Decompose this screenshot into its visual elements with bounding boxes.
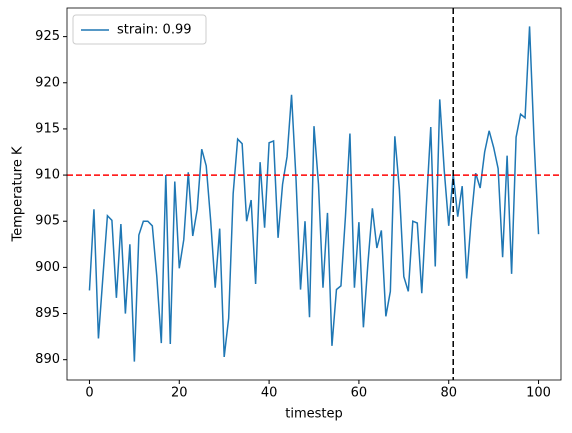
- x-tick-label: 60: [351, 386, 368, 401]
- legend-box: [72, 14, 207, 45]
- y-tick-label: 910: [35, 168, 60, 183]
- y-tick-label: 895: [35, 306, 60, 321]
- x-tick-label: 0: [85, 386, 93, 401]
- x-tick-label: 80: [440, 386, 457, 401]
- legend-label: strain: 0.99: [117, 23, 192, 38]
- x-tick-label: 40: [261, 386, 278, 401]
- y-tick-label: 900: [35, 260, 60, 275]
- plot-frame: [66, 7, 562, 381]
- y-tick-label: 905: [35, 214, 60, 229]
- x-axis-label: timestep: [285, 407, 343, 422]
- y-tick-label: 915: [35, 121, 60, 136]
- x-tick-label: 20: [171, 386, 188, 401]
- x-tick-label: 100: [526, 386, 551, 401]
- y-tick-label: 920: [35, 75, 60, 90]
- y-tick-label: 890: [35, 352, 60, 367]
- y-axis-label: Temperature K: [11, 146, 26, 242]
- y-tick-label: 925: [35, 29, 60, 44]
- data-line: [88, 26, 540, 362]
